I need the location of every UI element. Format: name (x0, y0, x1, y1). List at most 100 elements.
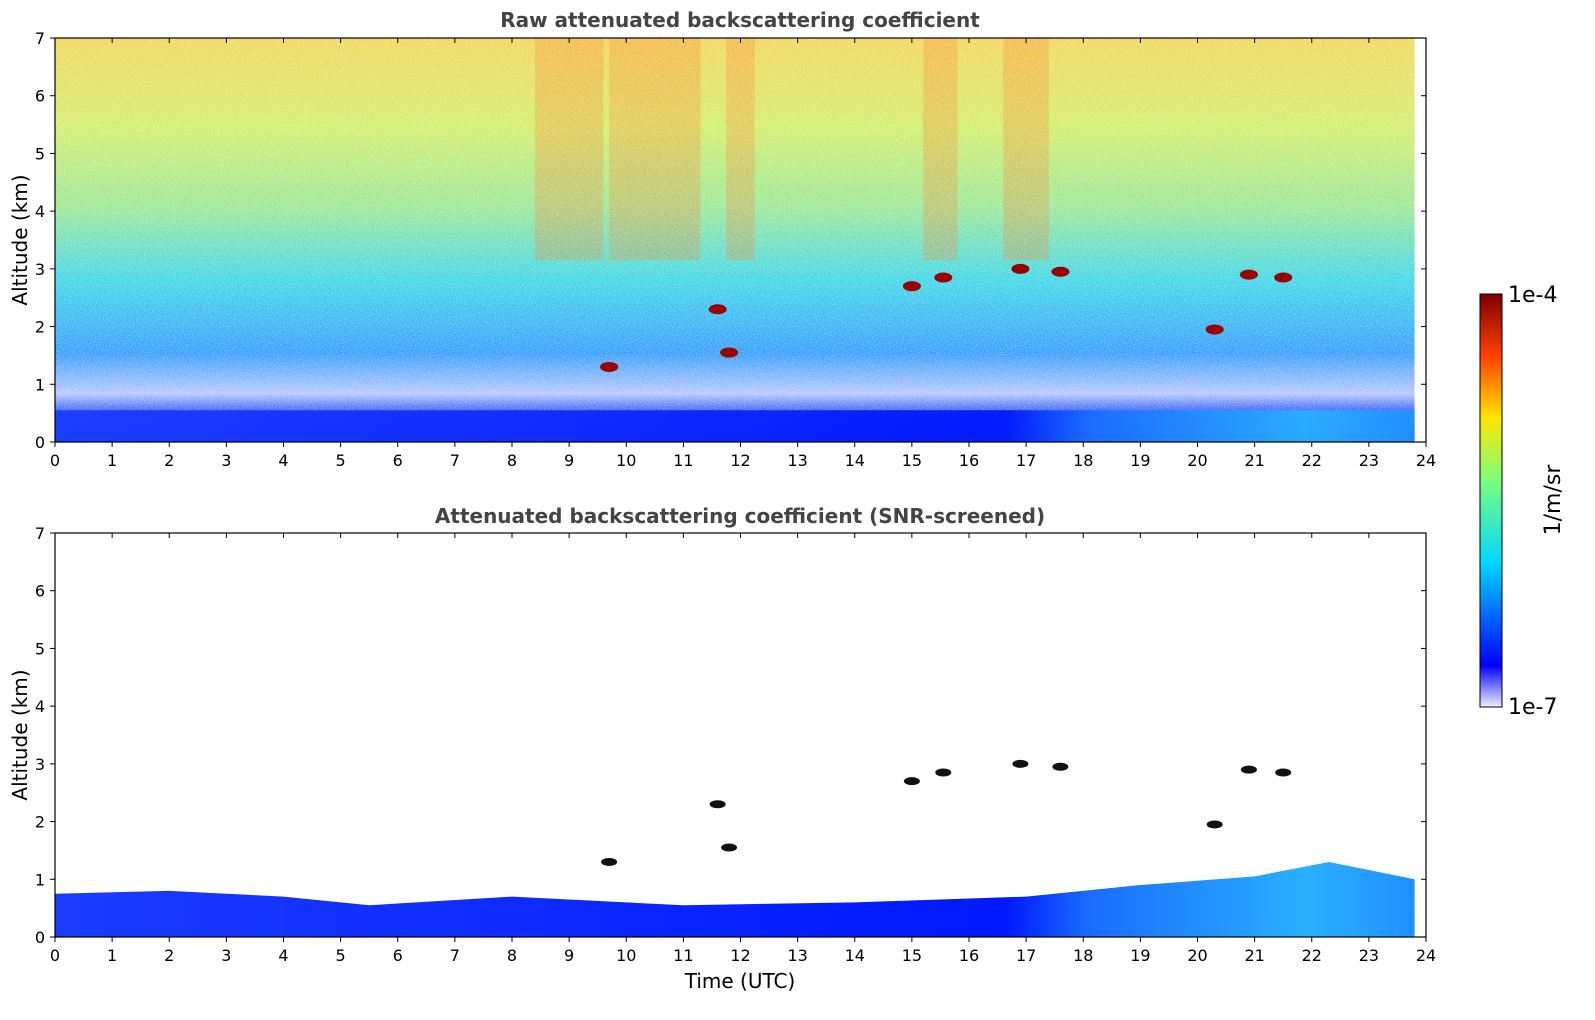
y-tick-label: 7 (35, 524, 45, 543)
cloud-feature (1206, 820, 1223, 829)
y-tick-label: 5 (35, 144, 45, 163)
x-tick-label: 5 (336, 946, 346, 965)
cloud-feature (1240, 765, 1257, 774)
x-tick-label: 14 (845, 451, 865, 470)
x-tick-label: 2 (164, 946, 174, 965)
cloud-feature (1205, 324, 1224, 335)
x-tick-label: 5 (336, 451, 346, 470)
cloud-feature (708, 304, 727, 315)
y-tick-label: 0 (35, 928, 45, 947)
snr-screened-panel: Attenuated backscattering coefficient (S… (8, 504, 1436, 993)
x-tick-label: 16 (959, 946, 979, 965)
y-tick-label: 1 (35, 870, 45, 889)
x-tick-label: 7 (450, 451, 460, 470)
x-tick-label: 4 (278, 946, 288, 965)
cloud-feature (1051, 266, 1070, 277)
x-tick-label: 8 (507, 946, 517, 965)
y-tick-label: 4 (35, 202, 45, 221)
cloud-feature (1274, 272, 1293, 283)
colorbar-max-label: 1e-4 (1508, 283, 1557, 308)
x-tick-label: 18 (1073, 946, 1093, 965)
raw-backscatter-panel: Raw attenuated backscattering coefficien… (8, 8, 1436, 470)
x-tick-label: 3 (221, 946, 231, 965)
raw-y-axis-label: Altitude (km) (8, 174, 32, 305)
x-tick-label: 10 (616, 946, 636, 965)
x-tick-label: 22 (1302, 946, 1322, 965)
surface-layer (55, 410, 1415, 442)
x-tick-label: 12 (730, 946, 750, 965)
x-tick-label: 6 (393, 451, 403, 470)
x-tick-label: 1 (107, 451, 117, 470)
x-tick-label: 21 (1244, 946, 1264, 965)
y-tick-label: 3 (35, 755, 45, 774)
x-tick-label: 15 (902, 946, 922, 965)
raw-y-axis: 0 1 2 3 4 5 6 7 (35, 29, 1426, 452)
screened-x-axis: 0 1 2 3 4 5 6 7 8 9 10 11 12 13 14 15 16 17 18 19 20 21 22 23 24 (50, 533, 1436, 965)
screened-heatmap (55, 759, 1415, 937)
x-tick-label: 9 (564, 946, 574, 965)
x-axis-label: Time (UTC) (684, 969, 796, 993)
x-tick-label: 16 (959, 451, 979, 470)
y-tick-label: 5 (35, 639, 45, 658)
screened-plot-frame (54, 532, 1427, 938)
cloud-feature (902, 281, 921, 292)
y-tick-label: 4 (35, 697, 45, 716)
x-tick-label: 0 (50, 451, 60, 470)
screened-y-axis-label: Altitude (km) (8, 669, 32, 800)
x-tick-label: 11 (673, 451, 693, 470)
cloud-feature (1275, 768, 1292, 777)
x-tick-label: 19 (1130, 946, 1150, 965)
speckle-noise (55, 38, 1415, 442)
cloud-feature (601, 857, 618, 866)
x-tick-label: 13 (787, 451, 807, 470)
x-tick-label: 13 (787, 946, 807, 965)
colorbar: 1e-4 1e-7 1/m/sr (1479, 283, 1566, 720)
x-tick-label: 21 (1244, 451, 1264, 470)
y-tick-label: 3 (35, 260, 45, 279)
screened-panel-title: Attenuated backscattering coefficient (S… (435, 504, 1045, 528)
y-tick-label: 6 (35, 582, 45, 601)
raw-heatmap (55, 38, 1415, 442)
x-tick-label: 19 (1130, 451, 1150, 470)
cloud-feature (721, 843, 738, 852)
x-tick-label: 3 (221, 451, 231, 470)
x-tick-label: 8 (507, 451, 517, 470)
x-tick-label: 17 (1016, 946, 1036, 965)
cloud-feature (934, 272, 953, 283)
x-tick-label: 6 (393, 946, 403, 965)
colorbar-unit-label: 1/m/sr (1541, 464, 1566, 536)
x-tick-label: 24 (1416, 451, 1436, 470)
y-tick-label: 0 (35, 433, 45, 452)
x-tick-label: 14 (845, 946, 865, 965)
x-tick-label: 20 (1187, 451, 1207, 470)
x-tick-label: 20 (1187, 946, 1207, 965)
x-tick-label: 12 (730, 451, 750, 470)
cloud-feature (1012, 759, 1029, 768)
x-tick-label: 15 (902, 451, 922, 470)
x-tick-label: 17 (1016, 451, 1036, 470)
x-tick-label: 7 (450, 946, 460, 965)
x-tick-label: 23 (1359, 451, 1379, 470)
y-tick-label: 2 (35, 318, 45, 337)
screened-y-axis: 0 1 2 3 4 5 6 7 (35, 524, 1426, 947)
colorbar-gradient (1479, 293, 1503, 708)
cloud-feature (1239, 269, 1258, 280)
x-tick-label: 24 (1416, 946, 1436, 965)
y-tick-label: 7 (35, 29, 45, 48)
cloud-feature (1011, 263, 1030, 274)
cloud-feature (600, 361, 619, 372)
y-tick-label: 1 (35, 375, 45, 394)
cloud-feature (709, 800, 726, 809)
raw-x-axis: 0 1 2 3 4 5 6 7 8 9 10 11 12 13 14 15 16 17 18 19 20 21 22 23 24 (50, 38, 1436, 470)
cloud-feature (935, 768, 952, 777)
y-tick-label: 2 (35, 813, 45, 832)
y-tick-label: 6 (35, 87, 45, 106)
x-tick-label: 2 (164, 451, 174, 470)
raw-panel-title: Raw attenuated backscattering coefficien… (500, 8, 980, 32)
x-tick-label: 11 (673, 946, 693, 965)
colorbar-min-label: 1e-7 (1508, 695, 1557, 720)
x-tick-label: 0 (50, 946, 60, 965)
cloud-feature (1052, 762, 1069, 771)
x-tick-label: 22 (1302, 451, 1322, 470)
